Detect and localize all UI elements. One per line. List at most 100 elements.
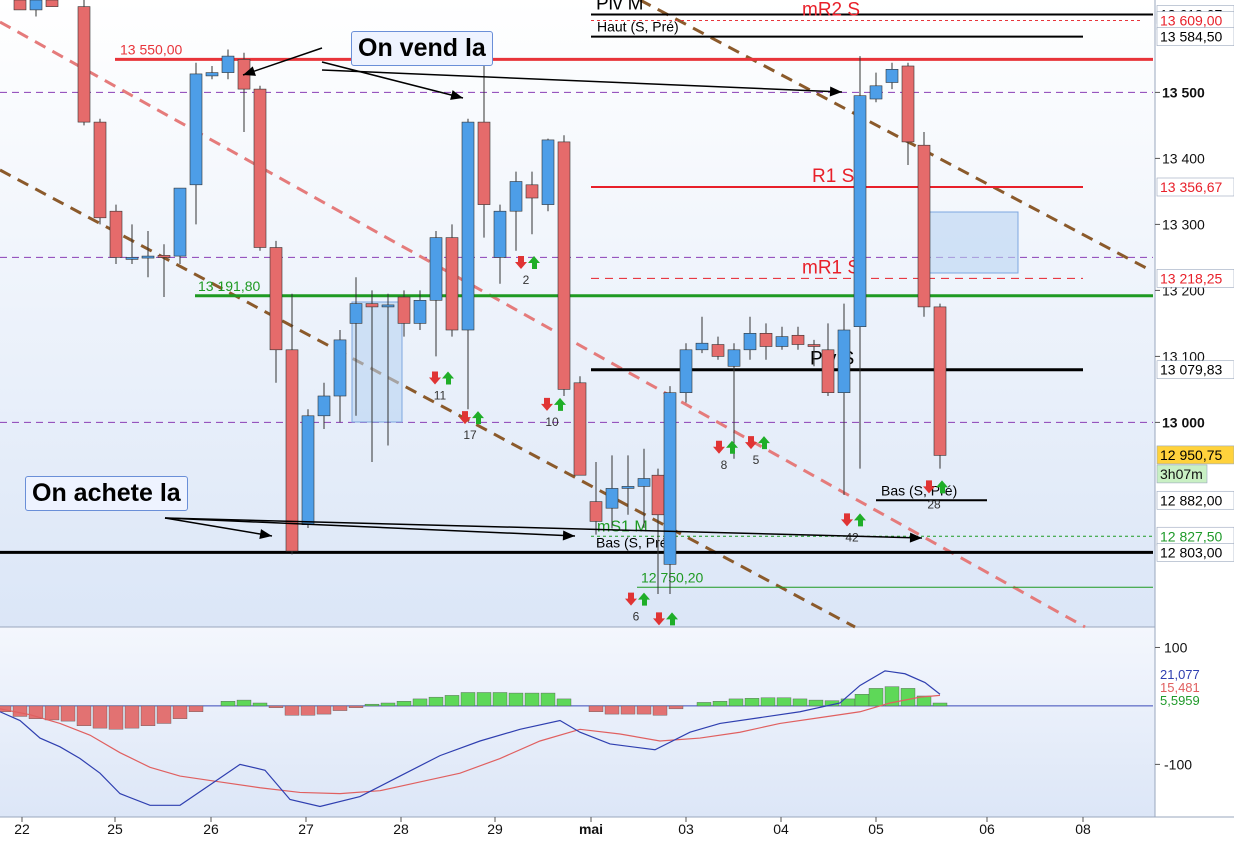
histogram-bar [412,698,428,707]
candle-body [381,304,395,308]
histogram-bar [524,692,540,707]
candles [13,0,947,594]
price-tag-label: 13 079,83 [1160,362,1222,378]
candle-body [13,0,27,11]
down-arrow-icon [625,592,637,606]
candle-body [821,349,835,393]
indicator-pane-background [0,627,1155,817]
indicator-tag-label: 5,5959 [1160,693,1200,708]
signal-count: 11 [434,389,447,403]
annotation-arrow-line [164,517,923,539]
histogram-bar [380,702,396,707]
histogram-bar [460,692,476,707]
signal-count: 2 [523,273,530,287]
price-axis-background [1155,0,1234,842]
histogram-bar [652,705,668,716]
annotation-arrow-head [243,66,256,76]
candle-body [791,334,805,345]
annotation-arrow-head [562,530,575,541]
histogram-bar [604,705,620,715]
level-label: Bas (S, Pré) [881,482,957,498]
price-tag-box [1156,543,1234,562]
macd-line [0,670,941,808]
histogram-bar [236,699,252,707]
candle-body [109,210,123,258]
indicator-tick-label: -100 [1164,756,1192,772]
candle-body [285,349,299,552]
histogram-bar [396,701,412,707]
histogram-bar [916,695,932,707]
up-arrow-icon [638,592,650,606]
down-arrow-icon [653,612,665,626]
price-tick-label: 13 500 [1162,84,1205,100]
time-tick-label: mai [579,821,603,837]
zone-box [927,211,1019,274]
level-label: 13 191,80 [198,278,260,294]
candle-body [445,237,459,331]
histogram-bar [556,698,572,707]
signal-count: 42 [845,530,859,544]
indicator-tick-label: 100 [1164,639,1188,655]
price-tag-label: 12 950,75 [1160,447,1222,463]
candle-body [837,329,851,394]
candle-body [413,299,427,324]
candle-body [493,210,507,258]
time-tick-label: 04 [773,821,789,837]
price-tag-label: 13 584,50 [1160,29,1222,45]
down-arrow-icon [459,411,471,425]
candle-body [77,6,91,123]
signal-count: 8 [721,458,728,472]
candle-body [477,121,491,205]
price-tick-label: 13 100 [1162,348,1205,364]
candle-body [759,332,773,347]
candle-body [349,303,363,324]
candle-body [589,501,603,522]
histogram-bar [188,705,204,712]
up-arrow-icon [758,436,770,450]
signal-count: 28 [927,497,941,511]
histogram-bar [428,696,444,707]
down-arrow-icon [515,256,527,269]
price-tag-box [1156,269,1234,288]
candle-body [869,85,883,100]
candle-body [125,257,139,260]
histogram-bar [92,705,108,729]
histogram-bar [696,702,712,707]
candle-body [253,88,267,248]
histogram-bar [868,688,884,707]
candle-body [711,344,725,357]
histogram-bar [140,705,156,727]
histogram-bar [60,705,76,722]
candle-body [29,0,43,11]
arrow-signals: 11 17 2 10 8 5 42 6 28 [429,256,948,626]
candle-body [695,342,709,351]
candle-body [541,139,555,205]
candle-body [743,332,757,351]
level-label: 12 750,20 [641,569,703,585]
highlight-zones [351,211,1019,423]
up-arrow-icon [442,371,454,385]
annotation-arrow-line [321,61,464,99]
price-pane-background [0,0,1155,627]
candle-body [679,349,693,393]
candle-body [901,65,915,143]
histogram-bar [728,698,744,707]
histogram-bar [44,705,60,721]
candle-body [269,247,283,351]
histogram-bar [476,692,492,707]
level-label: mR1 S [802,257,860,278]
down-arrow-icon [745,436,757,450]
time-tick-label: 03 [678,821,694,837]
histogram-bar [760,697,776,707]
annotation-arrow-line [242,47,323,76]
candle-body [141,255,155,259]
histogram-bar [744,698,760,707]
candle-body [45,0,59,7]
level-label: mR2 S [802,0,860,20]
candle-body [621,486,635,489]
down-arrow-icon [429,371,441,385]
candle-body [221,55,235,73]
timer-tag-box [1156,464,1208,484]
brown-trendline-upper [639,0,1151,272]
